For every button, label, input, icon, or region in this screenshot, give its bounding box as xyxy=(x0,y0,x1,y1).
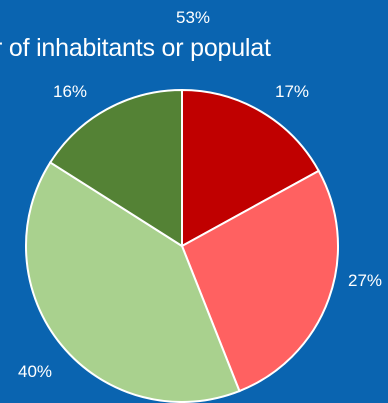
pie-slice-4 xyxy=(48,88,183,248)
pie-slice-3 xyxy=(25,161,241,403)
top-percentage-label: 53% xyxy=(176,8,211,27)
chart-title-fragment: r of inhabitants or populat xyxy=(0,34,271,62)
pie-slice-1 xyxy=(181,88,321,248)
slice-label-4: 16% xyxy=(53,82,87,101)
slice-label-1: 17% xyxy=(275,82,309,101)
slice-label-2: 27% xyxy=(348,271,382,290)
slice-label-3: 40% xyxy=(18,362,52,381)
pie-slice-2 xyxy=(180,169,339,393)
